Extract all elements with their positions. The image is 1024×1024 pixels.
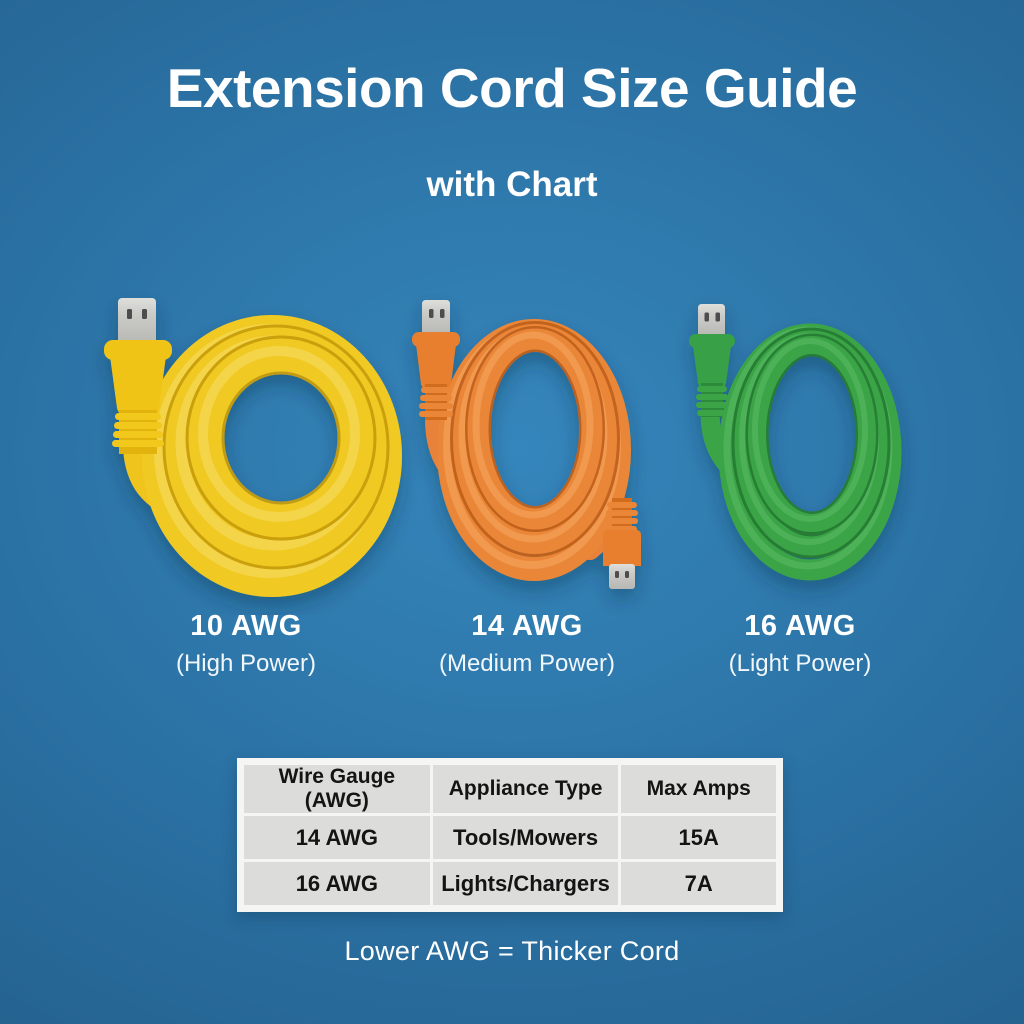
extension-cord-yellow-icon <box>104 298 402 597</box>
cord-label-10awg: 10 AWG (High Power) <box>176 610 316 678</box>
table-header-row: Wire Gauge (AWG) Appliance Type Max Amps <box>244 765 776 813</box>
cell-appliance: Lights/Chargers <box>432 862 619 905</box>
table-header-wire-gauge: Wire Gauge (AWG) <box>244 765 430 813</box>
cord-label-16awg: 16 AWG (Light Power) <box>729 610 872 678</box>
cord-size-table: Wire Gauge (AWG) Appliance Type Max Amps… <box>237 758 783 912</box>
gauge-label: 10 AWG <box>190 610 302 642</box>
table-header-appliance-type: Appliance Type <box>432 765 619 813</box>
table-header-max-amps: Max Amps <box>621 765 776 813</box>
cell-gauge: 16 AWG <box>244 862 430 905</box>
table-row: 16 AWG Lights/Chargers 7A <box>244 862 776 905</box>
cell-amps: 7A <box>621 862 776 905</box>
cell-appliance: Tools/Mowers <box>432 816 619 859</box>
gauge-label: 14 AWG <box>471 610 583 642</box>
extension-cord-green-icon <box>689 304 902 581</box>
power-label: (High Power) <box>175 650 317 677</box>
cords-illustration <box>104 298 902 597</box>
table-row: 14 AWG Tools/Mowers 15A <box>244 816 776 859</box>
cell-amps: 15A <box>621 816 776 859</box>
page-title: Extension Cord Size Guide <box>166 57 858 119</box>
cord-label-14awg: 14 AWG (Medium Power) <box>439 610 615 678</box>
footer-note: Lower AWG = Thicker Cord <box>344 936 680 966</box>
power-label: (Light Power) <box>728 650 872 677</box>
extension-cord-orange-icon <box>412 300 641 589</box>
gauge-label: 16 AWG <box>744 610 856 642</box>
cell-gauge: 14 AWG <box>244 816 430 859</box>
page-subtitle: with Chart <box>426 165 598 204</box>
power-label: (Medium Power) <box>438 650 616 677</box>
